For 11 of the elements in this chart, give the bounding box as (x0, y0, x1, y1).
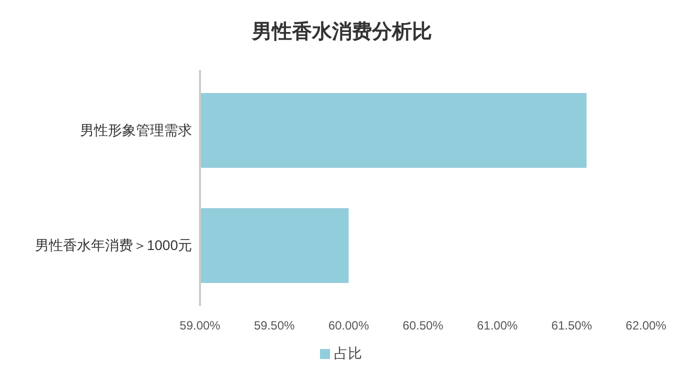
chart-title: 男性香水消费分析比 (251, 19, 432, 43)
y-tick-label: 男性形象管理需求 (80, 122, 192, 138)
x-tick-label: 62.00% (626, 318, 667, 333)
x-tick-label: 60.00% (328, 318, 370, 333)
x-tick-label: 60.50% (402, 318, 444, 333)
legend-label: 占比 (334, 346, 362, 362)
x-tick-label: 61.00% (476, 318, 518, 333)
x-tick-label: 61.50% (551, 318, 592, 333)
x-tick-label: 59.50% (254, 318, 296, 333)
x-tick-label: 59.00% (180, 318, 221, 333)
y-tick-label: 男性香水年消费＞1000元 (34, 237, 192, 254)
